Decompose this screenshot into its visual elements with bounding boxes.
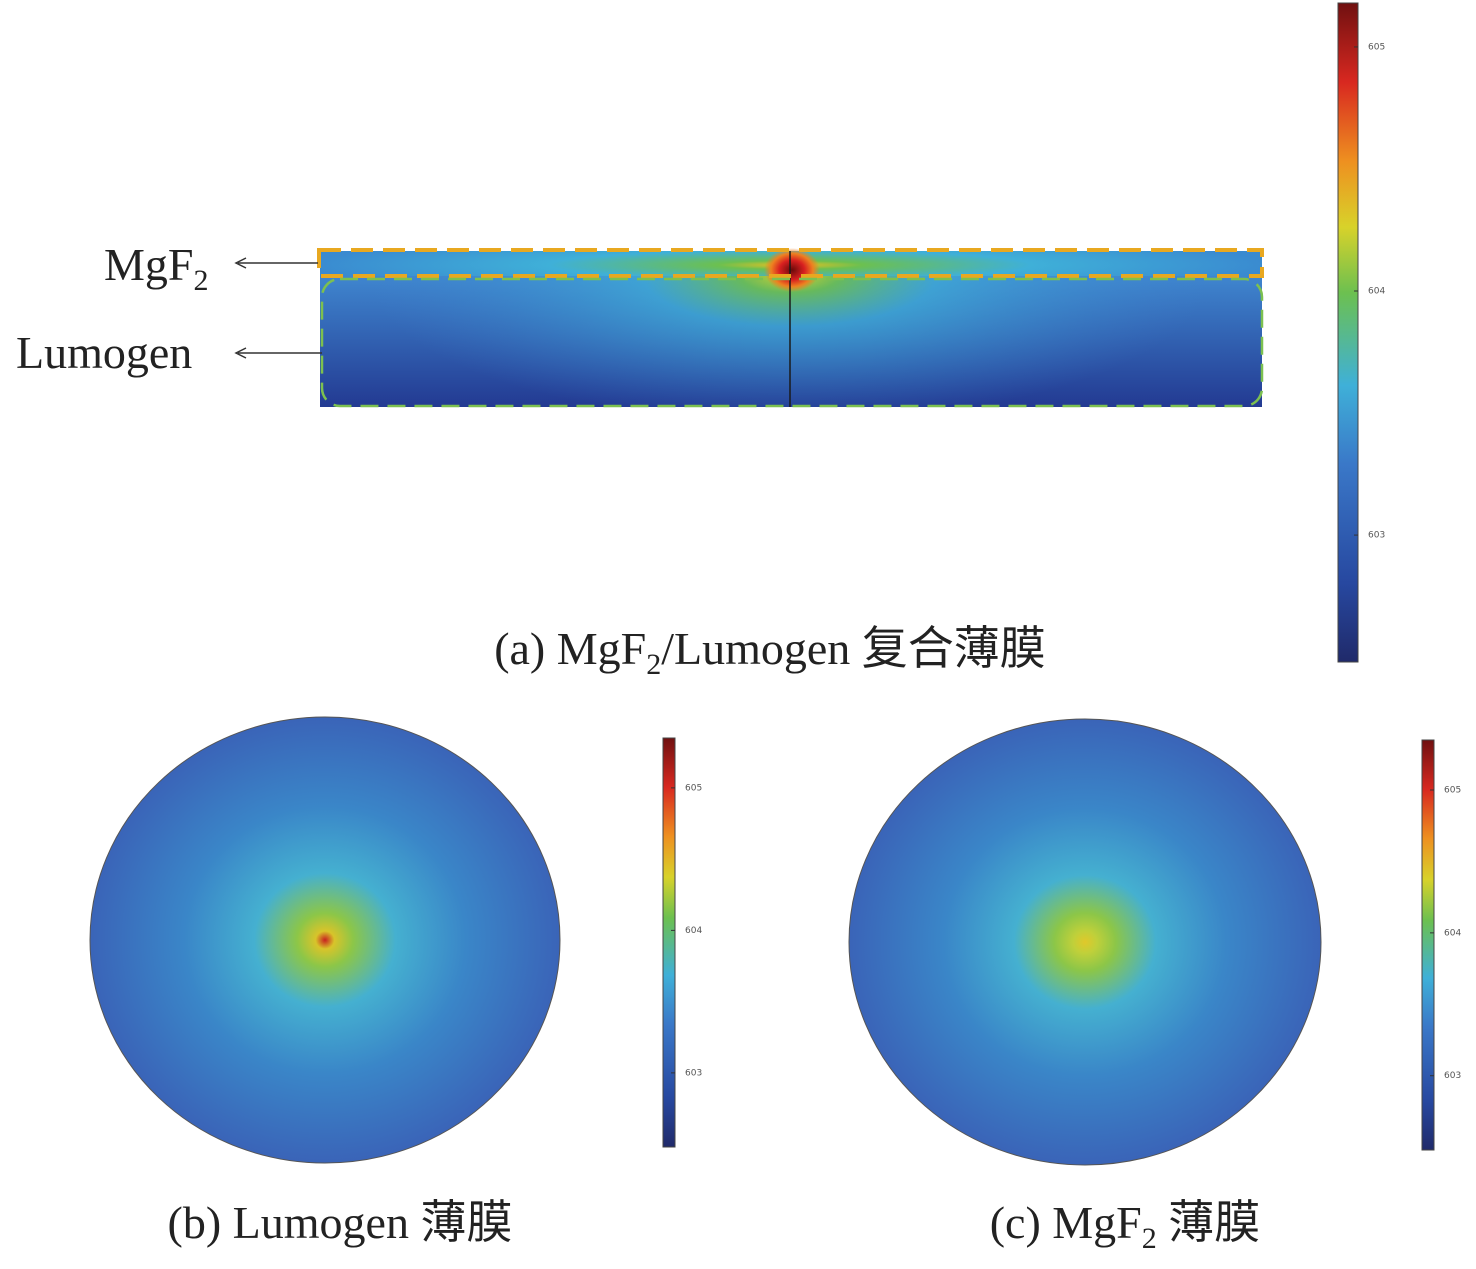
arrowhead xyxy=(234,347,247,359)
label-sub: 2 xyxy=(193,264,208,297)
hot-spot xyxy=(764,248,820,292)
colorbar-tick-label: 605 xyxy=(685,783,702,793)
lumogen-outline xyxy=(320,277,1264,408)
colorbar-tick-label: 604 xyxy=(685,926,702,936)
colorbar-tick-label: 605 xyxy=(1444,786,1461,796)
colorbar-tick-label: 603 xyxy=(1368,531,1385,541)
caption-text: (a) MgF xyxy=(494,623,646,674)
caption-sub: 2 xyxy=(646,648,661,681)
colorbar-tick-label: 604 xyxy=(1444,928,1461,938)
disc-heatmap xyxy=(89,716,561,1164)
arrowhead xyxy=(234,257,247,269)
caption: (a) MgF2/Lumogen 复合薄膜 xyxy=(494,623,1046,681)
colorbar-tick-label: 603 xyxy=(685,1068,702,1078)
label-text: MgF xyxy=(104,239,193,290)
panel-a: MgF2 Lumogen (a) MgF2/Lumogen 复合薄膜 xyxy=(16,239,1264,681)
disc-heatmap xyxy=(848,718,1322,1166)
colorbar xyxy=(1337,2,1359,663)
panel-c: (c) MgF2 薄膜 xyxy=(848,718,1322,1255)
caption: (b) Lumogen 薄膜 xyxy=(168,1197,513,1248)
caption: (c) MgF2 薄膜 xyxy=(990,1197,1261,1255)
caption-sub: 2 xyxy=(1142,1222,1157,1255)
layer-label: MgF2 xyxy=(104,239,208,297)
mgf2-outline xyxy=(317,248,1264,278)
panel-b: (b) Lumogen 薄膜 xyxy=(89,716,561,1248)
colorbar-tick-label: 603 xyxy=(1444,1071,1461,1081)
colorbar-tick-label: 605 xyxy=(1368,42,1385,52)
colorbar-tick-label: 604 xyxy=(1368,287,1385,297)
colorbar xyxy=(1421,739,1435,1151)
caption-text: /Lumogen 复合薄膜 xyxy=(661,623,1046,674)
layer-label: Lumogen xyxy=(16,327,192,378)
colorbar xyxy=(662,737,676,1148)
caption-text: 薄膜 xyxy=(1157,1197,1261,1248)
caption-text: (c) MgF xyxy=(990,1197,1142,1248)
lumogen-heat xyxy=(320,276,1262,407)
